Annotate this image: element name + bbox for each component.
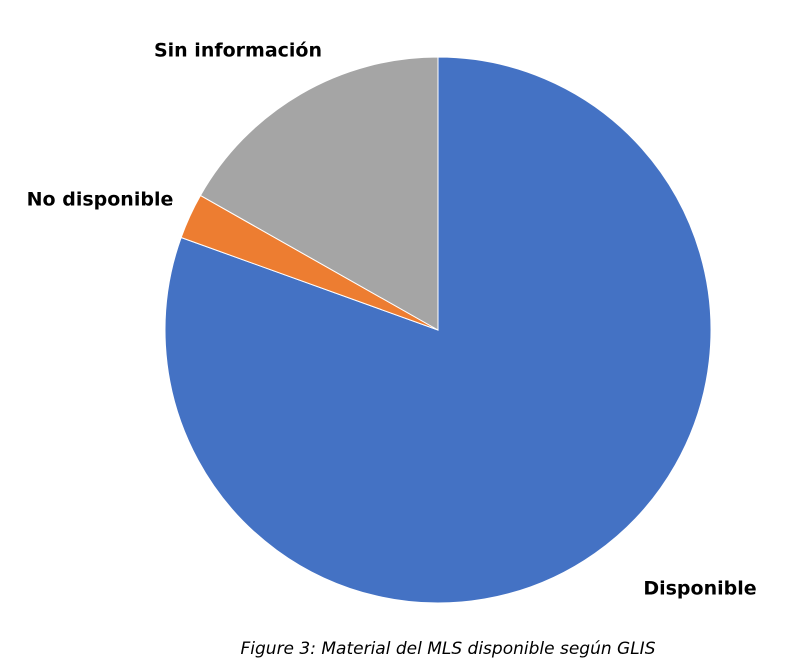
slice-label: Disponible — [643, 578, 756, 600]
slice-label: No disponible — [27, 189, 174, 211]
slice-label: Sin información — [154, 40, 322, 62]
caption: Figure 3: Material del MLS disponible se… — [241, 639, 656, 659]
pie-slice — [199, 56, 439, 331]
pie — [164, 56, 712, 604]
pie-slice — [164, 56, 712, 604]
